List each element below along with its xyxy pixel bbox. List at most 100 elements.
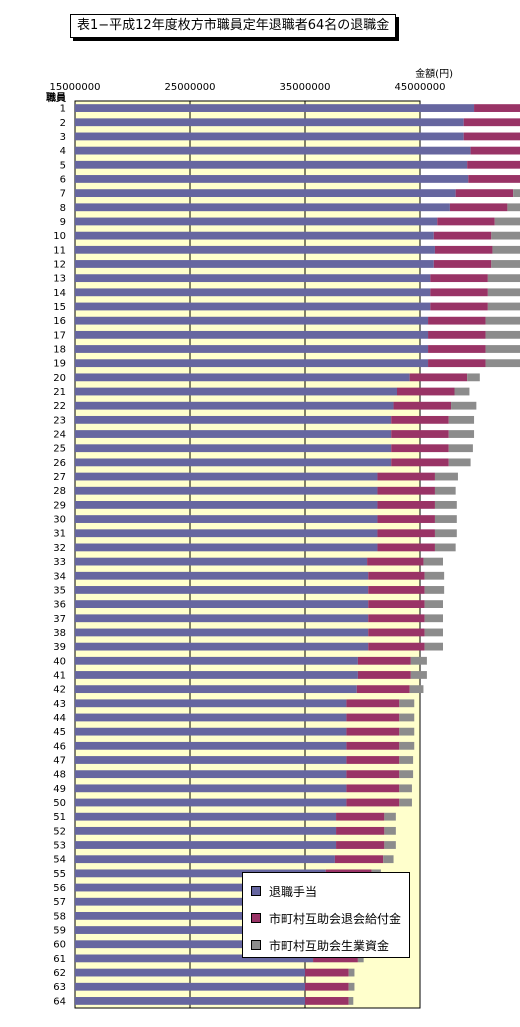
row-label: 63 bbox=[53, 982, 66, 993]
x-tick-label: 45000000 bbox=[395, 82, 446, 93]
bar-segment-3 bbox=[348, 997, 354, 1005]
row-label: 45 bbox=[53, 727, 66, 738]
bar-segment-1 bbox=[75, 458, 392, 467]
row-label: 5 bbox=[60, 160, 66, 171]
bar-segment-3 bbox=[399, 741, 415, 750]
bar-segment-1 bbox=[75, 486, 378, 495]
bar-segment-2 bbox=[377, 515, 435, 523]
bar-segment-1 bbox=[75, 217, 438, 226]
row-label: 12 bbox=[53, 259, 66, 270]
bar-segment-3 bbox=[399, 784, 412, 793]
bar-segment-2 bbox=[409, 373, 468, 382]
bar-segment-3 bbox=[448, 430, 475, 438]
row-label: 2 bbox=[60, 118, 66, 129]
row-label: 36 bbox=[53, 600, 66, 611]
bar-segment-3 bbox=[491, 231, 520, 240]
row-label: 37 bbox=[53, 614, 66, 625]
bar-segment-3 bbox=[448, 444, 473, 453]
legend-label: 市町村互助会生業資金 bbox=[269, 938, 390, 953]
bar-segment-3 bbox=[494, 217, 520, 226]
bar-segment-1 bbox=[75, 203, 450, 212]
row-label: 24 bbox=[53, 430, 66, 441]
bar-segment-2 bbox=[357, 671, 411, 679]
row-label: 39 bbox=[53, 642, 66, 653]
bar-segment-2 bbox=[334, 855, 384, 864]
bar-segment-2 bbox=[305, 968, 349, 977]
bar-segment-2 bbox=[391, 415, 449, 424]
bar-segment-3 bbox=[513, 189, 520, 198]
bar-segment-1 bbox=[75, 430, 392, 438]
row-axis-label: 職員 bbox=[46, 91, 66, 104]
bar-segment-2 bbox=[368, 614, 425, 623]
legend-swatch-0 bbox=[251, 886, 261, 896]
bar-segment-1 bbox=[75, 685, 357, 694]
bar-segment-1 bbox=[75, 741, 347, 750]
bar-segment-3 bbox=[434, 515, 457, 523]
bar-segment-1 bbox=[75, 529, 378, 538]
row-label: 41 bbox=[53, 670, 66, 681]
bar-segment-2 bbox=[305, 982, 349, 991]
bar-segment-2 bbox=[470, 146, 520, 155]
bar-segment-2 bbox=[463, 132, 520, 141]
bar-segment-2 bbox=[433, 260, 492, 268]
bar-segment-3 bbox=[423, 557, 443, 566]
bar-segment-1 bbox=[75, 515, 378, 523]
bar-segment-3 bbox=[399, 727, 415, 736]
bar-segment-1 bbox=[75, 656, 358, 665]
chart-title: 表1−平成12年度枚方市職員定年退職者64名の退職金 bbox=[70, 14, 397, 38]
row-label: 32 bbox=[53, 543, 66, 554]
bar-segment-2 bbox=[367, 557, 424, 566]
bar-segment-3 bbox=[399, 770, 414, 779]
bar-segment-2 bbox=[346, 741, 400, 750]
bar-segment-1 bbox=[75, 472, 378, 481]
row-label: 43 bbox=[53, 699, 66, 710]
bar-segment-3 bbox=[357, 954, 364, 963]
bar-segment-3 bbox=[448, 458, 471, 467]
bar-segment-1 bbox=[75, 132, 464, 141]
bar-segment-2 bbox=[356, 685, 410, 694]
bar-segment-3 bbox=[399, 699, 415, 708]
bar-segment-3 bbox=[399, 756, 414, 764]
bar-segment-3 bbox=[492, 245, 520, 254]
row-label: 25 bbox=[53, 444, 66, 455]
x-tick-label: 15000000 bbox=[50, 82, 101, 93]
legend-swatch-1 bbox=[251, 913, 261, 923]
bar-segment-1 bbox=[75, 982, 305, 991]
bar-segment-2 bbox=[336, 826, 385, 835]
bar-segment-1 bbox=[75, 642, 369, 651]
bar-segment-2 bbox=[377, 501, 435, 509]
bar-segment-1 bbox=[75, 104, 475, 112]
bar-segment-2 bbox=[428, 359, 486, 368]
bar-segment-1 bbox=[75, 501, 378, 509]
bar-segment-3 bbox=[434, 529, 457, 538]
bar-segment-2 bbox=[428, 345, 486, 353]
bar-segment-1 bbox=[75, 586, 369, 594]
bar-segment-2 bbox=[428, 316, 486, 325]
bar-segment-3 bbox=[487, 274, 520, 283]
bar-segment-3 bbox=[434, 472, 458, 481]
bar-segment-1 bbox=[75, 911, 326, 920]
row-label: 19 bbox=[53, 359, 66, 370]
bar-segment-1 bbox=[75, 954, 314, 963]
row-label: 31 bbox=[53, 529, 66, 540]
row-label: 59 bbox=[53, 926, 66, 937]
bar-segment-1 bbox=[75, 302, 431, 311]
bar-segment-2 bbox=[346, 713, 400, 722]
bar-segment-1 bbox=[75, 373, 410, 382]
row-label: 49 bbox=[53, 784, 66, 795]
row-label: 35 bbox=[53, 585, 66, 596]
bar-segment-3 bbox=[448, 415, 475, 424]
row-label: 44 bbox=[53, 713, 66, 724]
bar-segment-2 bbox=[428, 330, 486, 339]
bar-segment-1 bbox=[75, 330, 429, 339]
bar-segment-2 bbox=[433, 231, 492, 240]
legend-item: 退職手当 bbox=[251, 879, 409, 903]
bar-segment-2 bbox=[346, 699, 400, 708]
bar-segment-3 bbox=[424, 600, 443, 608]
bar-segment-3 bbox=[485, 316, 520, 325]
bar-segment-1 bbox=[75, 231, 434, 240]
bar-segment-3 bbox=[399, 713, 415, 722]
bar-segment-3 bbox=[424, 642, 443, 651]
bar-segment-1 bbox=[75, 812, 337, 821]
